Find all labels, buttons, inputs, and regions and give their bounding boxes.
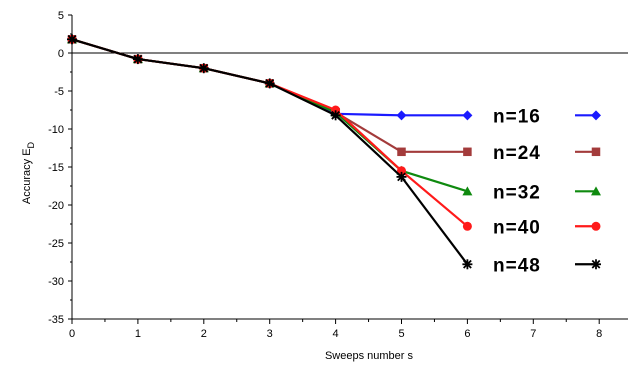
y-axis-title-subscript: D [26,141,36,148]
y-axis-title-group: Accuracy ED [21,141,36,204]
x-tick-label: 3 [267,328,273,340]
legend-label: n=16 [493,106,541,127]
series-line [71,38,469,228]
legend-item: n=40 [493,217,601,238]
legend-item: n=32 [493,182,601,203]
legend-label: n=40 [493,217,541,238]
data-point [396,171,407,182]
y-tick-label: -25 [48,238,64,250]
legend-item: n=24 [493,143,601,164]
x-tick-label: 2 [201,328,207,340]
data-point [132,54,143,65]
legend-marker [591,147,601,157]
y-axis-title: Accuracy ED [21,141,36,204]
data-point [397,166,406,176]
data-point [397,147,406,157]
x-tick-label: 5 [398,328,404,340]
x-axis-title: Sweeps number s [325,350,414,362]
y-tick-label: 0 [58,48,64,60]
legend-item: n=48 [493,255,601,276]
x-tick-label: 1 [135,328,141,340]
y-tick-label: -30 [48,276,64,288]
data-point [67,34,77,45]
y-tick-label: 5 [58,10,64,22]
series-n-40 [67,34,472,231]
legend-group: n=16 n=24 n=32 n=40 n=48 [493,106,601,276]
x-tick-label: 0 [69,328,75,340]
legend-item: n=16 [493,106,601,127]
series-line [71,38,468,117]
legend-marker [591,110,601,121]
data-point [396,110,407,121]
y-tick-label: -20 [48,200,64,212]
y-tick-label: -5 [54,86,64,98]
data-point [462,221,472,231]
data-point [462,259,473,270]
legend-label: n=24 [493,143,541,164]
series-n-16 [67,34,473,121]
y-tick-label: -35 [48,314,64,326]
y-tick-label: -10 [48,124,64,136]
data-point [330,110,341,121]
series-group [67,34,473,270]
data-point [463,147,472,157]
y-axis-title-main: Accuracy E [21,148,33,204]
data-point [462,110,473,121]
series-n-48 [67,34,473,270]
legend-label: n=48 [493,255,541,276]
legend-marker [591,221,601,231]
y-tick-label: -15 [48,162,64,174]
x-tick-label: 7 [530,328,536,340]
legend-label: n=32 [493,182,541,203]
data-point [264,78,275,89]
data-point [198,63,209,74]
x-tick-label: 8 [596,328,602,340]
axes-group: 5 0 -5 -10 -15 -20 -25 -30 -35 0 1 2 3 4 5 6 7 8 [48,10,628,340]
x-tick-label: 6 [464,328,470,340]
legend-marker [591,259,601,270]
legend-marker [591,186,601,196]
data-point [462,186,473,196]
x-tick-label: 4 [333,328,339,340]
